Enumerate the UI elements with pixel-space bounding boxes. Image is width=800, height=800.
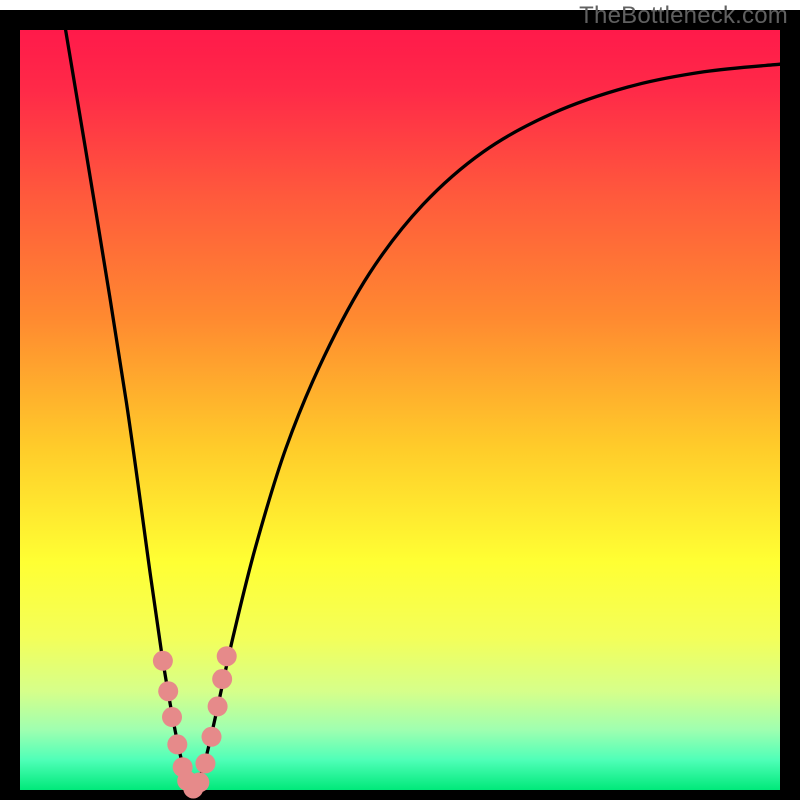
curve-marker: [167, 734, 187, 754]
curve-marker: [217, 646, 237, 666]
curve-marker: [162, 707, 182, 727]
curve-marker: [202, 727, 222, 747]
watermark-label: TheBottleneck.com: [579, 2, 788, 30]
curve-marker: [208, 696, 228, 716]
curve-marker: [153, 651, 173, 671]
plot-svg: [0, 0, 800, 800]
curve-marker: [212, 669, 232, 689]
curve-marker: [195, 753, 215, 773]
curve-marker: [158, 681, 178, 701]
bottleneck-chart: TheBottleneck.com: [0, 0, 800, 800]
bottleneck-curve: [66, 30, 780, 790]
curve-marker: [189, 772, 209, 792]
